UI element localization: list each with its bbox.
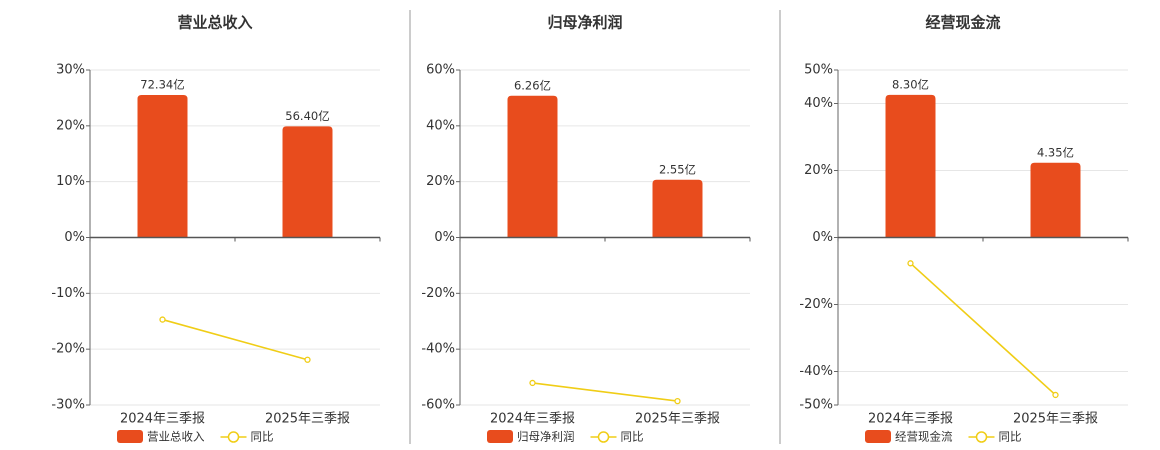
- y-tick-label: 10%: [56, 174, 85, 189]
- x-tick-label: 2024年三季报: [490, 412, 575, 427]
- y-tick-label: 0%: [434, 230, 455, 245]
- y-tick-label: -30%: [51, 398, 85, 413]
- legend-label: 同比: [251, 430, 274, 444]
- chart-title: 归母净利润: [547, 14, 622, 32]
- line-point: [159, 316, 166, 323]
- y-tick-label: 20%: [426, 174, 455, 189]
- line-point: [907, 260, 914, 267]
- value-label: 56.40亿: [285, 109, 329, 123]
- bar: [1030, 162, 1081, 238]
- x-tick-label: 2024年三季报: [868, 412, 953, 427]
- y-tick-label: -40%: [421, 342, 455, 357]
- bar: [652, 179, 703, 238]
- value-label: 72.34亿: [140, 77, 184, 91]
- line-point: [1052, 391, 1059, 399]
- y-tick-label: -50%: [799, 398, 833, 413]
- x-tick-label: 2024年三季报: [120, 412, 205, 427]
- y-tick-label: 60%: [426, 63, 455, 78]
- bar: [885, 94, 936, 238]
- y-tick-label: -20%: [421, 286, 455, 301]
- legend-label: 营业总收入: [147, 430, 205, 444]
- line: [162, 318, 308, 361]
- y-tick-label: 0%: [812, 230, 833, 245]
- y-tick-label: 30%: [56, 63, 85, 78]
- legend-label: 同比: [999, 430, 1022, 444]
- line-point: [674, 397, 681, 405]
- x-tick-label: 2025年三季报: [635, 412, 720, 427]
- legend-marker: [975, 431, 988, 443]
- x-tick-label: 2025年三季报: [1013, 412, 1098, 427]
- line-point: [304, 356, 311, 363]
- bar: [507, 95, 558, 238]
- line-point: [529, 379, 536, 387]
- y-tick-label: 20%: [56, 118, 85, 133]
- line: [532, 382, 678, 402]
- y-tick-label: -20%: [799, 297, 833, 312]
- value-label: 2.55亿: [659, 162, 696, 176]
- legend-swatch: [487, 430, 513, 443]
- y-tick-label: -20%: [51, 342, 85, 357]
- bar: [282, 126, 333, 238]
- legend-label: 归母净利润: [517, 430, 575, 444]
- legend-swatch: [865, 430, 891, 443]
- chart-title: 经营现金流: [925, 14, 1000, 32]
- value-label: 6.26亿: [514, 78, 551, 92]
- value-label: 4.35亿: [1037, 145, 1074, 159]
- y-tick-label: -60%: [421, 398, 455, 413]
- y-tick-label: 0%: [64, 230, 85, 245]
- legend-marker: [597, 431, 610, 443]
- y-tick-label: 20%: [804, 163, 833, 178]
- bar: [137, 94, 188, 238]
- y-tick-label: 40%: [804, 96, 833, 111]
- legend-label: 同比: [621, 430, 644, 444]
- line: [909, 262, 1057, 396]
- legend-swatch: [117, 430, 143, 443]
- y-tick-label: -40%: [799, 364, 833, 379]
- legend-marker: [227, 431, 240, 443]
- value-label: 8.30亿: [892, 77, 929, 91]
- y-tick-label: -10%: [51, 286, 85, 301]
- y-tick-label: 50%: [804, 63, 833, 78]
- y-tick-label: 40%: [426, 118, 455, 133]
- chart-title: 营业总收入: [177, 14, 252, 32]
- legend-label: 经营现金流: [895, 430, 953, 444]
- x-tick-label: 2025年三季报: [265, 412, 350, 427]
